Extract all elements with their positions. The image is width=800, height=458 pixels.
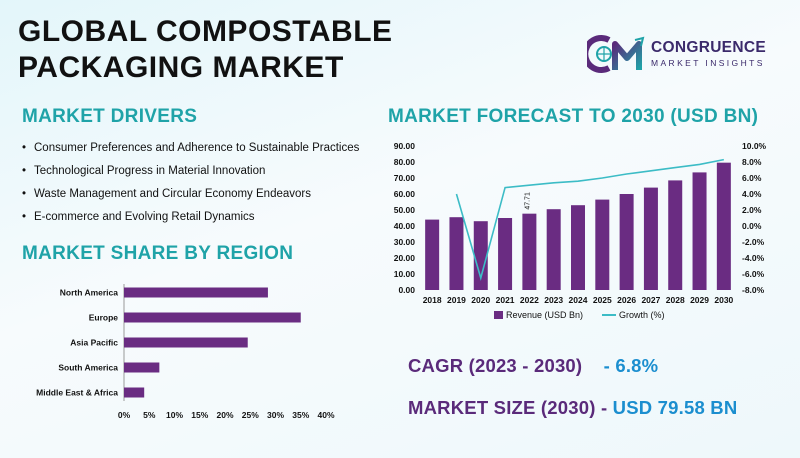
share-bar xyxy=(124,312,301,323)
driver-item: Consumer Preferences and Adherence to Su… xyxy=(22,141,359,164)
driver-item: Technological Progress in Material Innov… xyxy=(22,164,359,187)
revenue-bar xyxy=(546,209,561,290)
market-share-heading: MARKET SHARE BY REGION xyxy=(22,243,294,264)
market-forecast-heading: MARKET FORECAST TO 2030 (USD BN) xyxy=(388,106,759,127)
revenue-bar xyxy=(595,199,610,290)
left-axis-tick: 40.00 xyxy=(394,221,416,231)
page-title: GLOBAL COMPOSTABLE PACKAGING MARKET xyxy=(18,14,458,86)
driver-item: Waste Management and Circular Economy En… xyxy=(22,187,359,210)
share-category-label: Europe xyxy=(89,313,119,323)
share-tick-label: 35% xyxy=(292,410,309,420)
share-category-label: North America xyxy=(60,288,119,298)
share-tick-label: 10% xyxy=(166,410,183,420)
cm-monogram-icon xyxy=(587,35,645,73)
revenue-data-label: 47.71 xyxy=(524,192,531,210)
cagr-label: CAGR (2023 - 2030) xyxy=(408,355,583,376)
share-category-label: South America xyxy=(58,363,118,373)
right-axis-tick: 0.0% xyxy=(742,221,762,231)
right-axis-tick: 2.0% xyxy=(742,205,762,215)
left-axis-tick: 50.00 xyxy=(394,205,416,215)
left-axis-tick: 70.00 xyxy=(394,173,416,183)
year-tick-label: 2019 xyxy=(447,295,466,305)
left-axis-tick: 0.00 xyxy=(398,285,415,295)
revenue-bar xyxy=(716,162,731,290)
right-axis-tick: 8.0% xyxy=(742,157,762,167)
right-axis-tick: 6.0% xyxy=(742,173,762,183)
share-tick-label: 25% xyxy=(242,410,259,420)
share-tick-label: 0% xyxy=(118,410,131,420)
market-size-stat: MARKET SIZE (2030) - USD 79.58 BN xyxy=(408,397,737,419)
logo-tagline: MARKET INSIGHTS xyxy=(651,58,765,68)
share-bar xyxy=(124,337,248,348)
right-axis-tick: 10.0% xyxy=(742,141,767,151)
right-axis-tick: -2.0% xyxy=(742,237,765,247)
legend-growth-label: Growth (%) xyxy=(619,310,665,320)
revenue-bar xyxy=(473,221,488,290)
year-tick-label: 2022 xyxy=(520,295,539,305)
right-axis-tick: -6.0% xyxy=(742,269,765,279)
market-drivers-heading: MARKET DRIVERS xyxy=(22,106,198,127)
share-tick-label: 30% xyxy=(267,410,284,420)
year-tick-label: 2029 xyxy=(690,295,709,305)
year-tick-label: 2018 xyxy=(423,295,442,305)
region-share-chart: North America Europe Asia Pacific South Ame… xyxy=(36,284,335,420)
left-axis-tick: 10.00 xyxy=(394,269,416,279)
year-tick-label: 2020 xyxy=(471,295,490,305)
legend-revenue-label: Revenue (USD Bn) xyxy=(506,310,583,320)
revenue-bar xyxy=(449,217,464,290)
logo-name: CONGRUENCE xyxy=(651,39,766,56)
right-axis-tick: 4.0% xyxy=(742,189,762,199)
title-line-1: GLOBAL COMPOSTABLE xyxy=(18,15,393,48)
left-axis-tick: 60.00 xyxy=(394,189,416,199)
year-tick-label: 2025 xyxy=(593,295,612,305)
share-tick-label: 15% xyxy=(191,410,208,420)
left-axis-tick: 30.00 xyxy=(394,237,416,247)
growth-line xyxy=(455,158,725,281)
cagr-value: - 6.8% xyxy=(603,355,659,376)
year-tick-label: 2026 xyxy=(617,295,636,305)
market-size-label: MARKET SIZE (2030) - xyxy=(408,397,608,418)
revenue-bar xyxy=(498,218,513,290)
legend-revenue-swatch xyxy=(494,311,503,319)
share-category-label: Middle East & Africa xyxy=(36,388,118,398)
share-bar xyxy=(124,287,268,298)
revenue-bar xyxy=(425,219,440,290)
left-axis-tick: 80.00 xyxy=(394,157,416,167)
share-tick-label: 5% xyxy=(143,410,156,420)
share-tick-label: 20% xyxy=(216,410,233,420)
right-axis-tick: -8.0% xyxy=(742,285,765,295)
brand-logo: CONGRUENCE MARKET INSIGHTS xyxy=(587,34,787,74)
share-bar xyxy=(124,387,145,398)
share-category-label: Asia Pacific xyxy=(70,338,118,348)
revenue-bar xyxy=(668,180,683,290)
driver-item: E-commerce and Evolving Retail Dynamics xyxy=(22,210,359,233)
year-tick-label: 2030 xyxy=(714,295,733,305)
left-axis-tick: 90.00 xyxy=(394,141,416,151)
forecast-chart: 0.00 10.00 20.00 30.00 40.00 50.00 60.00 70.00 8… xyxy=(394,141,767,320)
share-tick-label: 40% xyxy=(317,410,334,420)
year-tick-label: 2023 xyxy=(544,295,563,305)
year-tick-label: 2028 xyxy=(666,295,685,305)
title-line-2: PACKAGING MARKET xyxy=(18,51,344,84)
revenue-bar xyxy=(692,172,707,290)
revenue-bar xyxy=(643,187,658,290)
revenue-bar xyxy=(619,194,634,290)
year-tick-label: 2024 xyxy=(569,295,588,305)
year-tick-label: 2027 xyxy=(641,295,660,305)
right-axis-tick: -4.0% xyxy=(742,253,765,263)
revenue-bar xyxy=(571,205,585,290)
market-drivers-list: Consumer Preferences and Adherence to Su… xyxy=(22,141,359,233)
left-axis-tick: 20.00 xyxy=(394,253,416,263)
share-bar xyxy=(124,362,160,373)
market-size-value: USD 79.58 BN xyxy=(612,397,738,418)
cagr-stat: CAGR (2023 - 2030) - 6.8% xyxy=(408,355,658,377)
revenue-bar xyxy=(522,213,537,290)
year-tick-label: 2021 xyxy=(496,295,515,305)
